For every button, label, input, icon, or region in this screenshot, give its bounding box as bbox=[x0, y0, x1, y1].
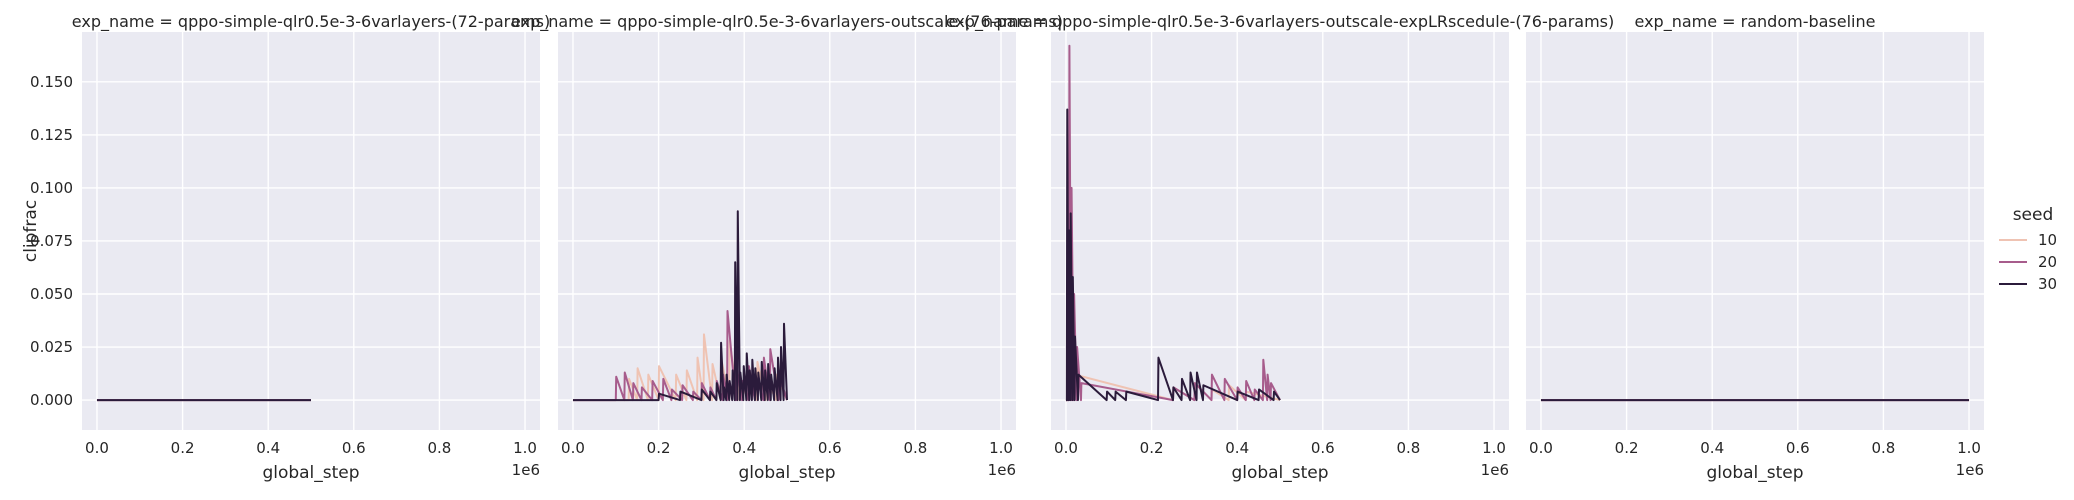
x-tick-label: 0.0 bbox=[85, 439, 109, 457]
facet-title: exp_name = random-baseline bbox=[1635, 12, 1876, 32]
x-tick-label: 0.6 bbox=[342, 439, 366, 457]
y-tick-label: 0.025 bbox=[30, 338, 73, 356]
y-tick-label: 0.050 bbox=[30, 285, 73, 303]
x-axis-label: global_step bbox=[1231, 463, 1328, 483]
y-tick-label: 0.000 bbox=[30, 391, 73, 409]
legend-title: seed bbox=[2013, 205, 2054, 225]
facet-panel-4: 0.0 0.2 0.4 0.6 0.8 1.0 1e6 global_step exp_name… bbox=[1526, 12, 1984, 483]
x-tick-label: 0.4 bbox=[1225, 439, 1249, 457]
x-tick-label: 0.8 bbox=[903, 439, 927, 457]
legend-label-seed-20: 20 bbox=[2038, 253, 2057, 271]
x-axis-label: global_step bbox=[738, 463, 835, 483]
x-tick-label: 0.8 bbox=[1396, 439, 1420, 457]
x-tick-label: 1.0 bbox=[1957, 439, 1981, 457]
x-tick-label: 1.0 bbox=[1482, 439, 1506, 457]
x-tick-label: 0.2 bbox=[171, 439, 195, 457]
x-tick-label: 0.4 bbox=[732, 439, 756, 457]
y-axis-label: clipfrac bbox=[21, 200, 41, 262]
x-tick-label: 0.8 bbox=[1871, 439, 1895, 457]
x-tick-label: 1.0 bbox=[513, 439, 537, 457]
y-tick-label: 0.150 bbox=[30, 73, 73, 91]
y-tick-label: 0.125 bbox=[30, 126, 73, 144]
x-tick-label: 0.0 bbox=[1529, 439, 1553, 457]
x-tick-label: 1.0 bbox=[989, 439, 1013, 457]
x-offset-label: 1e6 bbox=[1956, 461, 1984, 479]
x-offset-label: 1e6 bbox=[988, 461, 1016, 479]
x-tick-label: 0.2 bbox=[1615, 439, 1639, 457]
plot-background bbox=[82, 32, 540, 430]
facet-panel-3: 0.0 0.2 0.4 0.6 0.8 1.0 1e6 global_step exp_name… bbox=[946, 12, 1614, 483]
plot-background bbox=[558, 32, 1016, 430]
x-tick-label: 0.6 bbox=[1786, 439, 1810, 457]
x-tick-label: 0.4 bbox=[256, 439, 280, 457]
x-tick-label: 0.8 bbox=[427, 439, 451, 457]
x-offset-label: 1e6 bbox=[512, 461, 540, 479]
x-axis-label: global_step bbox=[262, 463, 359, 483]
series-line-seed-30 bbox=[1065, 108, 1281, 402]
facet-title: exp_name = qppo-simple-qlr0.5e-3-6varlay… bbox=[946, 12, 1614, 32]
series-line-seed-30 bbox=[572, 210, 788, 402]
legend-label-seed-30: 30 bbox=[2038, 275, 2057, 293]
x-tick-label: 0.2 bbox=[1140, 439, 1164, 457]
facet-panel-2: 0.0 0.2 0.4 0.6 0.8 1.0 1e6 global_step exp_name… bbox=[511, 12, 1063, 483]
y-tick-label: 0.075 bbox=[30, 232, 73, 250]
x-tick-label: 0.0 bbox=[561, 439, 585, 457]
facet-title: exp_name = qppo-simple-qlr0.5e-3-6varlay… bbox=[72, 12, 550, 32]
plot-background bbox=[1526, 32, 1984, 430]
y-tick-label: 0.100 bbox=[30, 179, 73, 197]
facet-title: exp_name = qppo-simple-qlr0.5e-3-6varlay… bbox=[511, 12, 1063, 32]
legend-label-seed-10: 10 bbox=[2038, 231, 2057, 249]
x-tick-label: 0.6 bbox=[1311, 439, 1335, 457]
x-offset-label: 1e6 bbox=[1481, 461, 1509, 479]
facet-panel-1: 0.0 0.2 0.4 0.6 0.8 1.0 1e6 global_step exp_name… bbox=[21, 12, 550, 483]
x-axis-label: global_step bbox=[1706, 463, 1803, 483]
x-tick-label: 0.4 bbox=[1700, 439, 1724, 457]
x-tick-label: 0.2 bbox=[647, 439, 671, 457]
x-tick-label: 0.0 bbox=[1054, 439, 1078, 457]
legend: seed 10 20 30 bbox=[1999, 205, 2057, 293]
plot-background bbox=[1051, 32, 1509, 430]
x-tick-label: 0.6 bbox=[818, 439, 842, 457]
